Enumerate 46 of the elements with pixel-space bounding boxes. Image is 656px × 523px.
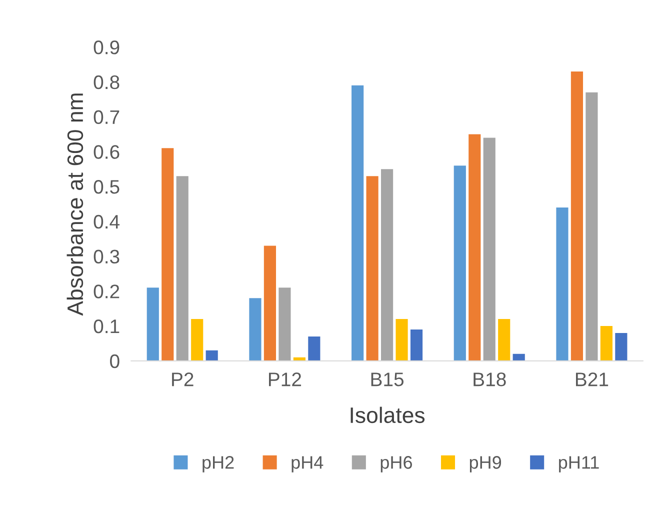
legend-label: pH9 — [470, 456, 502, 472]
bar — [191, 319, 204, 361]
x-tick-label: P12 — [269, 372, 302, 386]
bar — [264, 246, 276, 361]
legend-label: pH4 — [292, 456, 324, 472]
bar — [396, 319, 408, 361]
x-tick-label: P2 — [172, 372, 194, 386]
legend-label: pH11 — [559, 456, 599, 472]
y-tick-label: 0.6 — [94, 145, 120, 159]
bar — [249, 298, 262, 361]
x-tick-label: B21 — [576, 372, 608, 386]
bar — [410, 329, 423, 361]
bar — [512, 354, 525, 361]
bar — [468, 134, 481, 361]
bar — [352, 85, 364, 361]
y-tick-label: 0.8 — [94, 75, 120, 90]
bar — [556, 207, 568, 361]
y-tick-label: 0.5 — [94, 180, 120, 194]
y-tick-label: 0 — [110, 354, 120, 368]
y-tick-label: 0.2 — [94, 284, 120, 298]
x-tick-label: B15 — [371, 372, 404, 386]
bar — [615, 332, 628, 361]
x-axis-title: Isolates — [350, 406, 425, 424]
y-tick-label: 0.9 — [94, 40, 120, 54]
bar — [308, 336, 320, 361]
y-tick-label: 0.1 — [94, 319, 120, 334]
bar — [162, 148, 174, 361]
y-tick-label: 0.7 — [94, 110, 120, 124]
legend-label: pH6 — [380, 456, 412, 472]
y-tick-label: 0.3 — [94, 250, 120, 264]
bar — [366, 176, 378, 361]
bar — [381, 169, 394, 361]
bar — [586, 92, 598, 361]
legend-label: pH2 — [202, 456, 234, 472]
bar — [278, 288, 291, 361]
bar — [454, 166, 466, 361]
y-tick-label: 0.4 — [94, 214, 120, 229]
bar — [600, 326, 612, 361]
bar — [498, 319, 510, 361]
bar — [176, 176, 188, 361]
bar — [483, 138, 496, 361]
bar — [206, 350, 218, 361]
y-axis-title: Absorbance at 600 nm — [66, 94, 84, 316]
bar — [570, 71, 584, 361]
bar — [146, 288, 159, 361]
x-tick-label: B18 — [474, 372, 506, 386]
